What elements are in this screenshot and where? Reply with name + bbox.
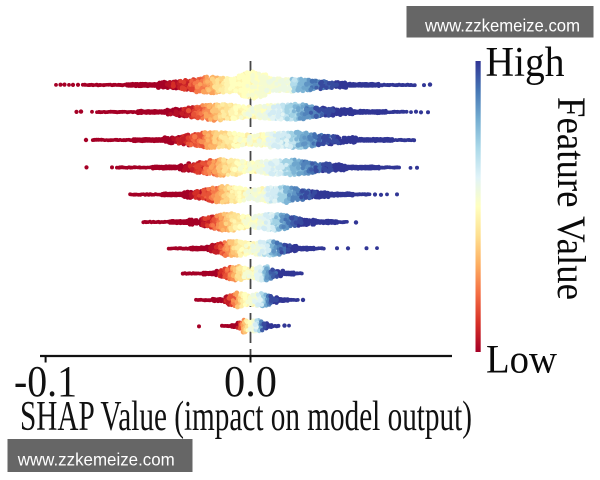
svg-text:High: High (486, 40, 565, 86)
svg-text:SHAP Value (impact on model ou: SHAP Value (impact on model output) (20, 394, 472, 440)
svg-text:0.0: 0.0 (224, 357, 277, 406)
svg-text:Feature Value: Feature Value (549, 97, 594, 300)
svg-text:www.zzkemeize.com: www.zzkemeize.com (424, 16, 580, 36)
svg-text:www.zzkemeize.com: www.zzkemeize.com (17, 450, 175, 470)
svg-text:Low: Low (486, 337, 557, 382)
svg-text:-0.1: -0.1 (14, 357, 77, 406)
